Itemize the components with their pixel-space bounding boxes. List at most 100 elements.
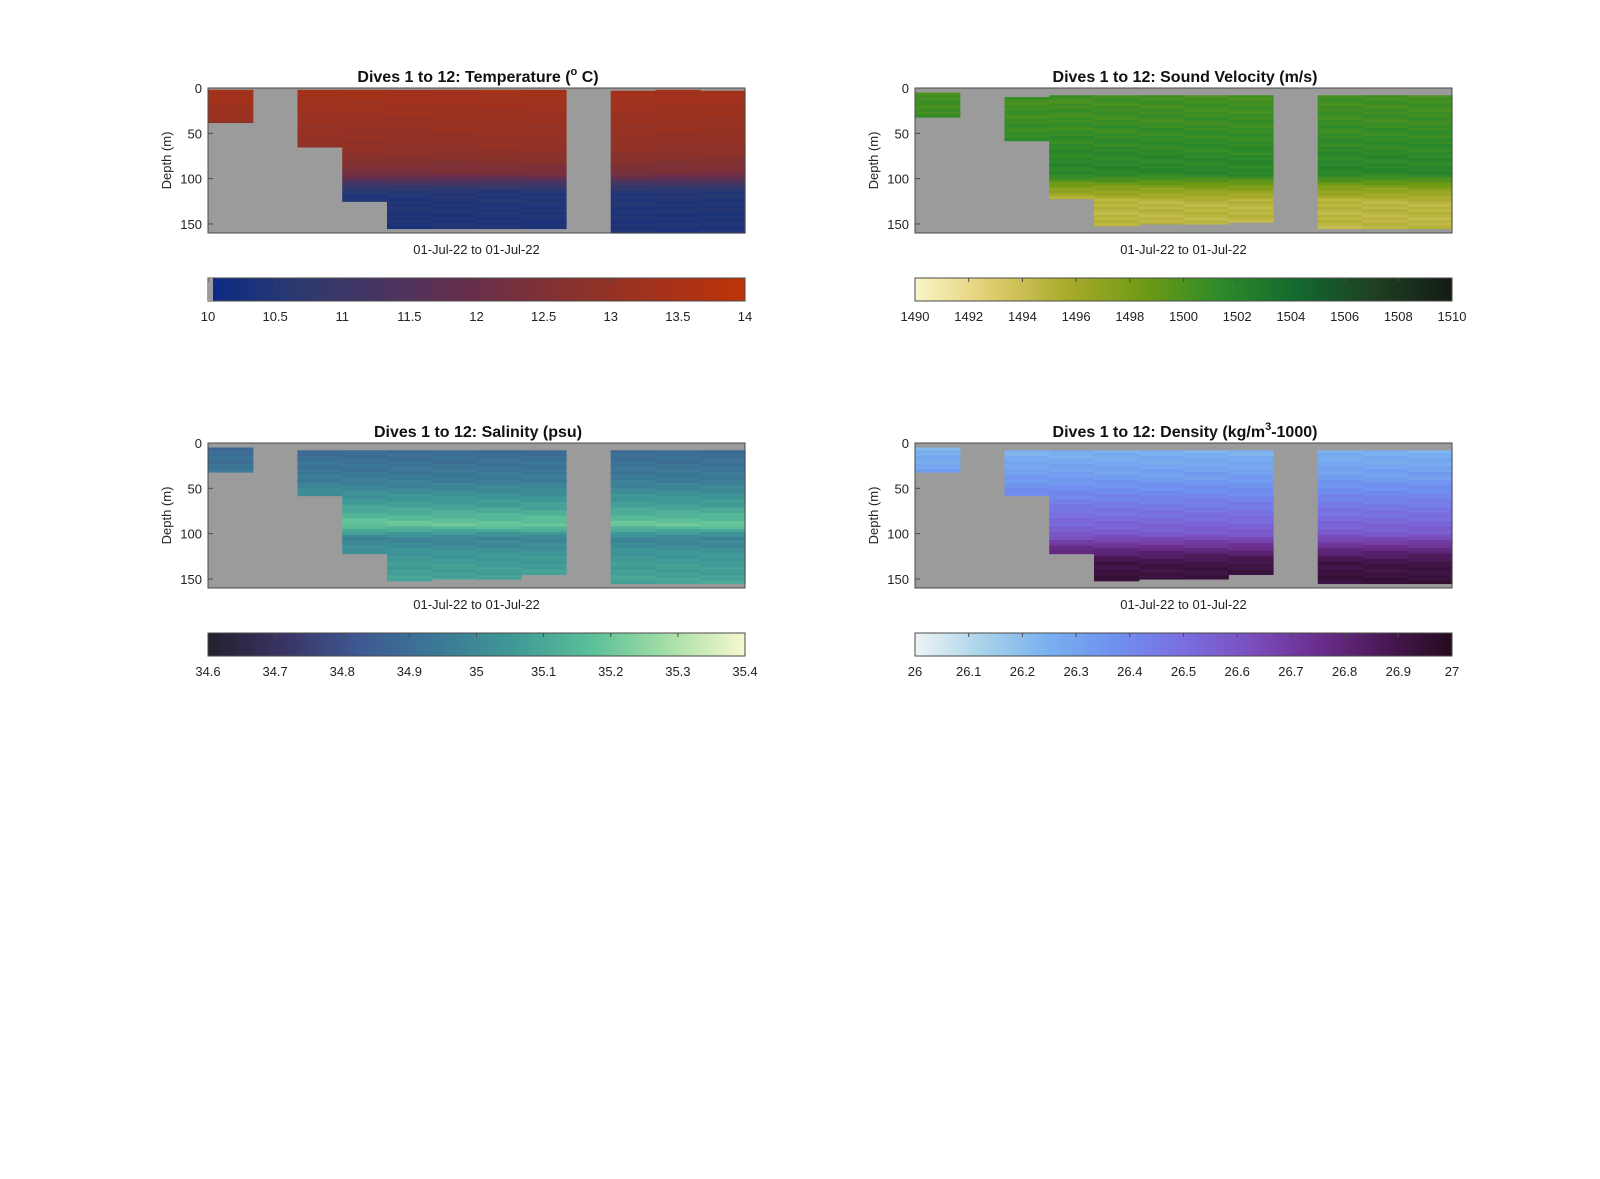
heat-cell	[1183, 157, 1229, 162]
heat-cell	[431, 195, 478, 200]
heat-cell	[610, 229, 657, 233]
heat-cell	[431, 141, 478, 145]
heat-cell	[1004, 124, 1050, 128]
heat-cell	[476, 92, 522, 96]
heat-cell	[1228, 466, 1274, 470]
heat-cell	[1138, 510, 1185, 514]
heat-cell	[655, 485, 701, 489]
heat-cell	[655, 163, 701, 167]
colorbar-tick-label: 26.9	[1386, 664, 1411, 679]
heat-cell	[1094, 223, 1140, 227]
heat-cell	[700, 520, 746, 525]
heat-cell	[1094, 141, 1140, 145]
heat-cell	[1094, 575, 1140, 579]
heat-cell	[1183, 193, 1229, 197]
heat-cell	[1407, 537, 1453, 541]
heat-cell	[387, 510, 433, 514]
heat-cell	[1228, 122, 1274, 126]
heat-cell	[655, 193, 701, 197]
heat-cell	[1183, 523, 1229, 527]
heat-cell	[700, 147, 746, 152]
heat-cell	[610, 539, 657, 544]
heat-cell	[700, 512, 746, 517]
heat-cell	[1362, 564, 1408, 568]
heat-cell	[655, 187, 701, 192]
heat-cell	[476, 550, 522, 555]
heat-cell	[1407, 561, 1453, 566]
heat-cell	[387, 529, 433, 533]
heat-cell	[1138, 452, 1185, 457]
heat-cell	[431, 542, 478, 547]
heat-cell	[655, 165, 701, 170]
heat-cell	[1183, 491, 1229, 495]
heat-cell	[476, 539, 522, 544]
heat-cell	[610, 126, 657, 130]
heat-cell	[1407, 529, 1453, 533]
heat-cell	[476, 485, 522, 489]
heat-cell	[431, 564, 478, 568]
heat-cell	[1004, 485, 1050, 489]
heat-cell	[1049, 165, 1095, 170]
heat-cell	[387, 165, 433, 170]
heat-cell	[1317, 545, 1364, 549]
heat-cell	[700, 485, 746, 489]
heat-cell	[342, 184, 388, 189]
heat-cell	[521, 567, 567, 571]
heat-cell	[297, 469, 343, 473]
heat-cell	[1407, 480, 1453, 484]
heat-cell	[1407, 176, 1453, 181]
heat-cell	[1317, 480, 1364, 484]
heat-cell	[431, 491, 478, 495]
heat-cell	[1362, 95, 1408, 99]
heat-cell	[700, 226, 746, 230]
heat-cell	[342, 106, 388, 110]
heat-cell	[1362, 108, 1408, 113]
heat-cell	[297, 111, 343, 115]
heat-cell	[655, 182, 701, 186]
heat-cell	[1228, 501, 1274, 506]
heat-cell	[476, 575, 522, 579]
heat-cell	[1183, 469, 1229, 473]
heat-cell	[700, 542, 746, 547]
heat-cell	[521, 477, 567, 481]
heat-cell	[1407, 458, 1453, 462]
heat-cell	[1362, 469, 1408, 473]
heat-cell	[1362, 206, 1408, 211]
heat-cell	[1049, 119, 1095, 124]
heat-cell	[476, 572, 522, 576]
heat-cell	[431, 100, 478, 105]
heat-cell	[476, 122, 522, 126]
heat-cell	[431, 548, 478, 552]
heat-cell	[1362, 179, 1408, 183]
heat-cell	[1362, 125, 1408, 129]
heat-cell	[1362, 217, 1408, 221]
heat-cell	[1183, 485, 1229, 489]
heat-cell	[610, 578, 657, 582]
heat-cell	[655, 141, 701, 145]
heat-cell	[700, 115, 746, 119]
heat-cell	[1004, 97, 1050, 101]
heat-cell	[1407, 515, 1453, 519]
heat-cell	[1138, 512, 1185, 517]
heat-cell	[1138, 559, 1185, 563]
heat-cell	[1183, 133, 1229, 137]
heat-cell	[1317, 482, 1364, 487]
heat-cell	[387, 114, 433, 118]
heat-cell	[1407, 550, 1453, 555]
heat-cell	[700, 126, 746, 130]
heat-cell	[387, 163, 433, 167]
heat-cell	[1317, 130, 1364, 134]
heat-cell	[431, 95, 478, 99]
heat-cell	[1049, 474, 1095, 479]
heat-cell	[342, 488, 388, 492]
heat-cell	[1362, 496, 1408, 500]
heat-cell	[1049, 450, 1095, 454]
heat-cell	[476, 493, 522, 498]
heat-cell	[610, 531, 657, 536]
heat-cell	[476, 223, 522, 227]
heat-cell	[655, 488, 701, 492]
heat-cell	[1138, 496, 1185, 500]
heat-cell	[387, 539, 433, 544]
heat-cell	[610, 567, 657, 571]
heat-cell	[610, 518, 657, 522]
